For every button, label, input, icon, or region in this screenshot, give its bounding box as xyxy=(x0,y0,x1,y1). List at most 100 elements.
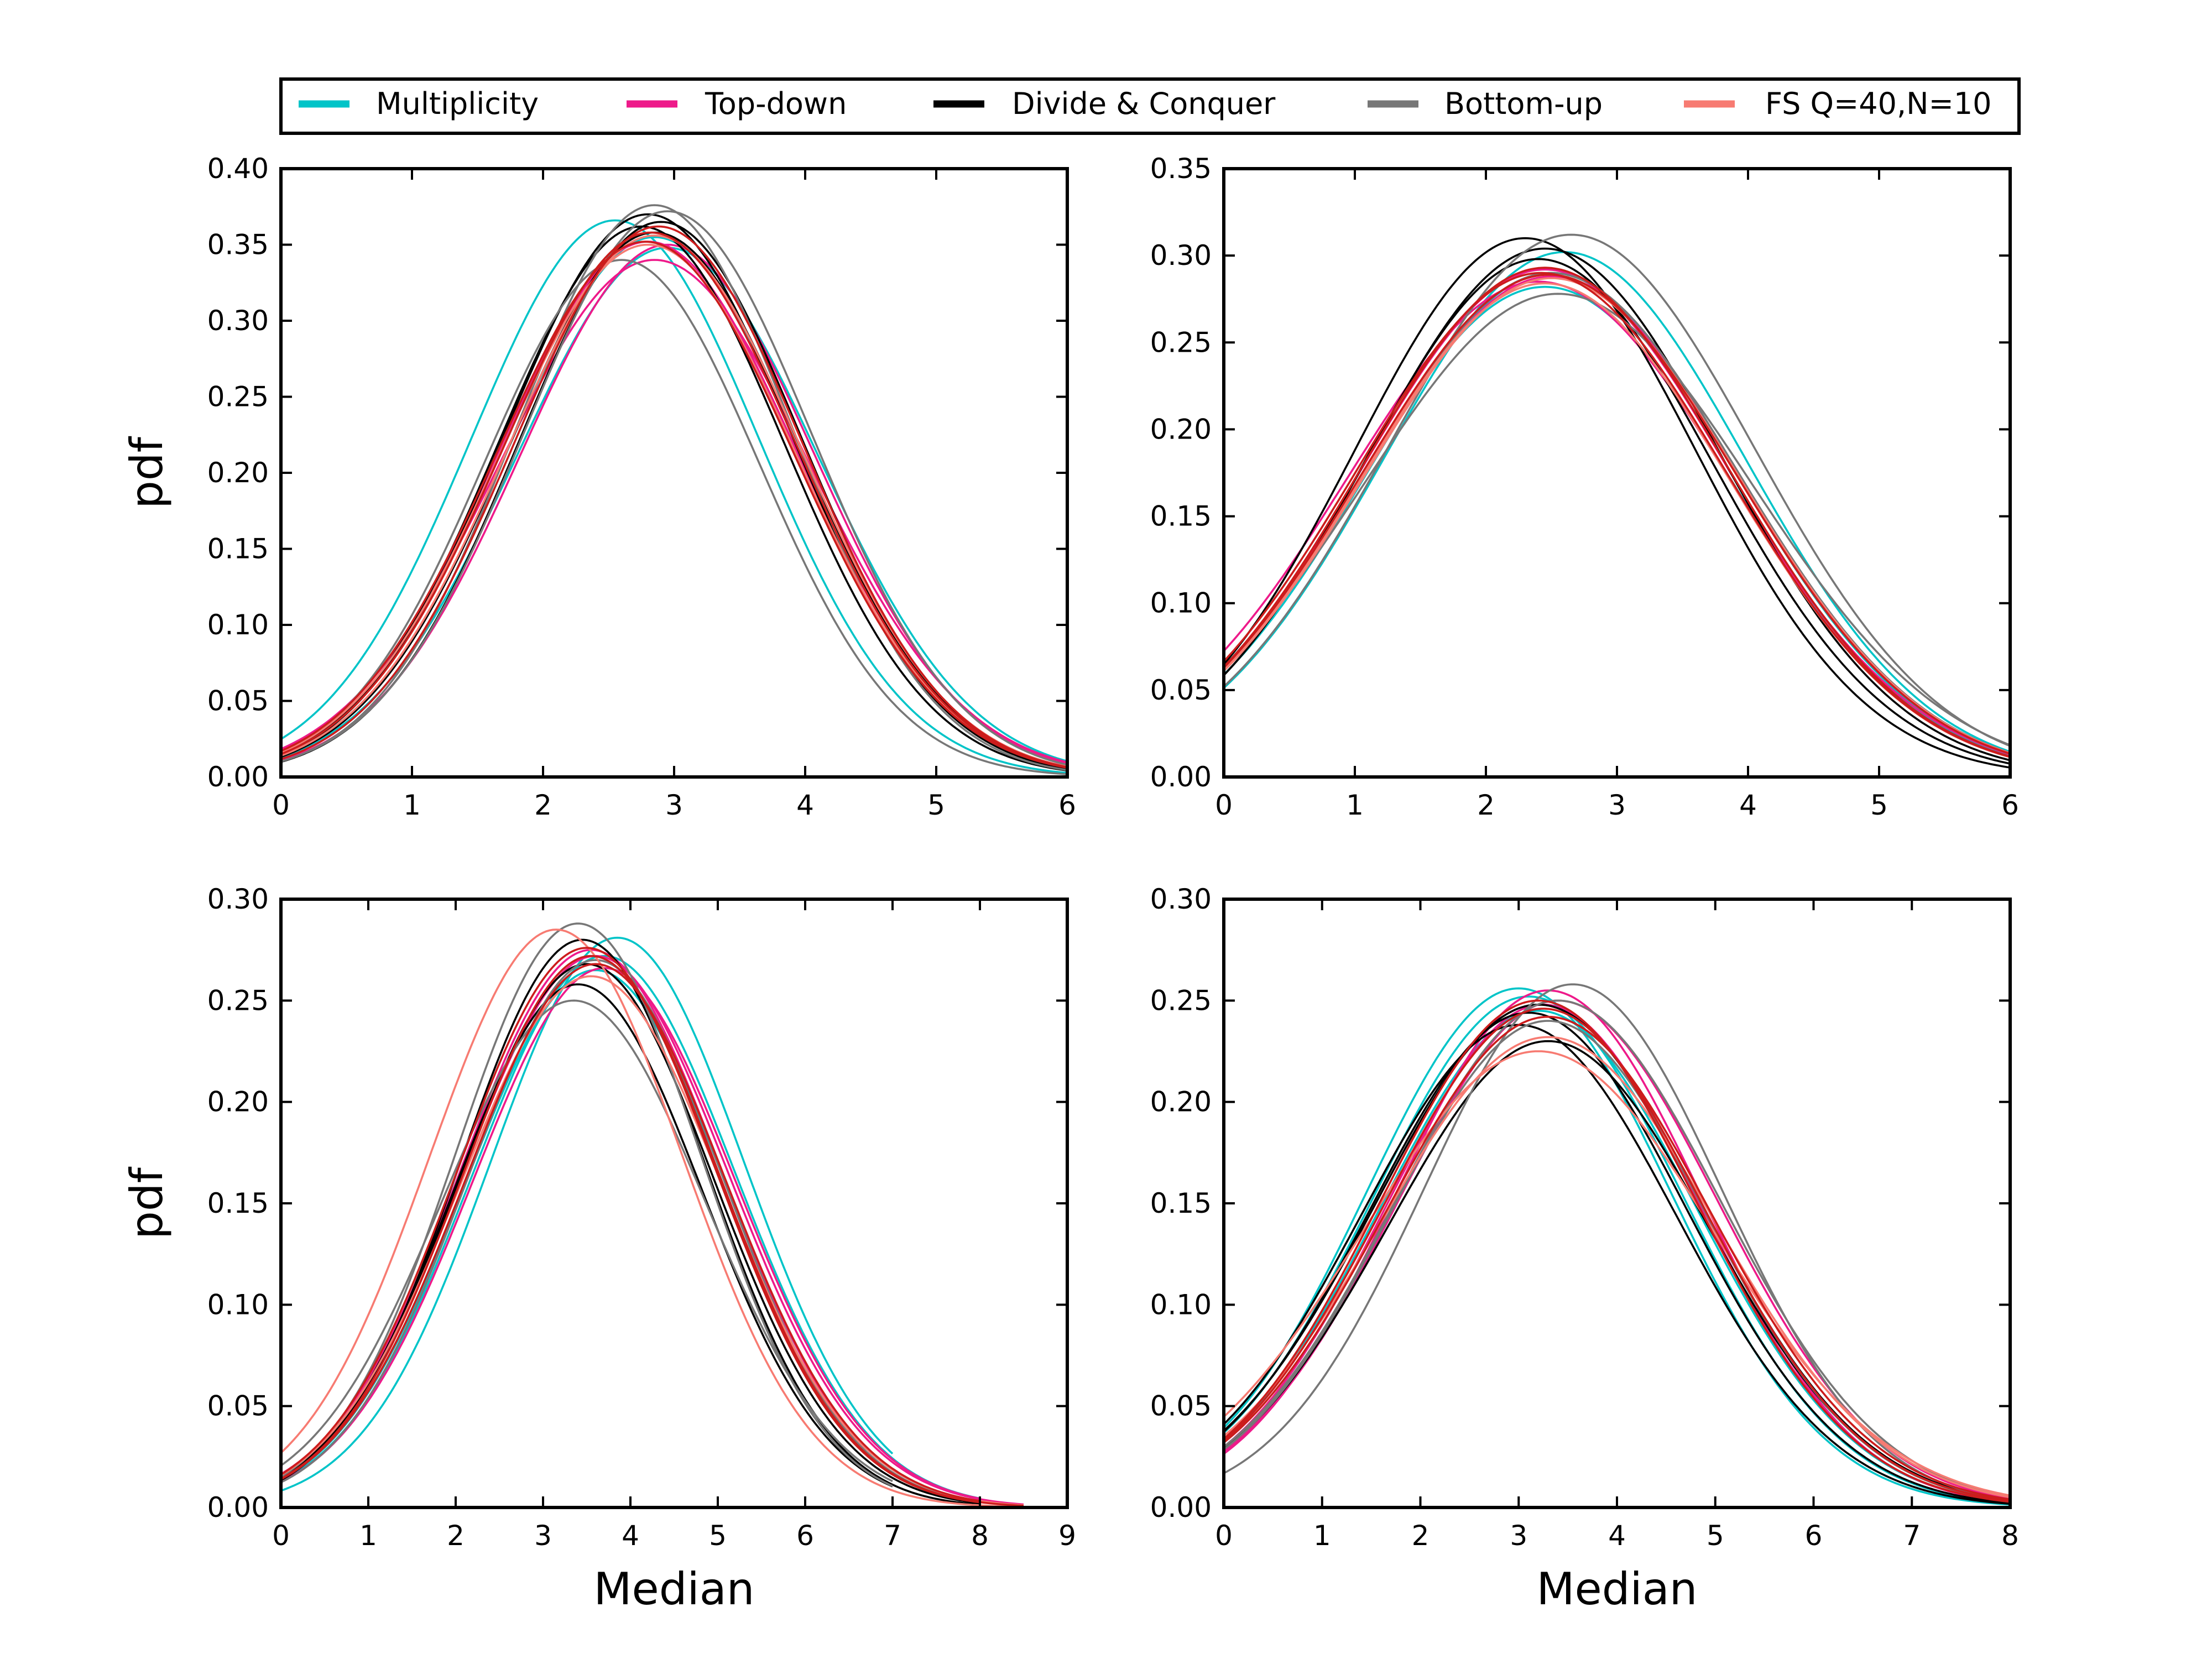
series-line xyxy=(281,231,1067,769)
x-tick-label: 1 xyxy=(359,1520,377,1552)
series-line xyxy=(281,259,1067,775)
x-axis-label: Median xyxy=(594,1563,755,1615)
x-tick-label: 7 xyxy=(1903,1520,1921,1552)
legend-label: Multiplicity xyxy=(376,86,539,121)
series-line xyxy=(281,241,1067,769)
y-tick-label: 0.00 xyxy=(1150,1491,1212,1524)
series-line xyxy=(1224,293,2010,746)
chart-panel: 0 1 2 3 4 5 6 0.00 0.05 0.10 0.15 0.20 0.25 0.30 0.35 xyxy=(1150,153,2019,821)
series-lines xyxy=(281,204,1067,775)
x-tick-label: 0 xyxy=(272,1520,290,1552)
x-tick-label: 3 xyxy=(1608,789,1626,821)
x-tick-label: 4 xyxy=(796,789,814,821)
y-tick-label: 0.30 xyxy=(1150,883,1212,915)
y-tick-label: 0.35 xyxy=(1150,153,1212,185)
series-line xyxy=(1224,1050,2010,1497)
y-axis-label: pdf xyxy=(121,1166,173,1239)
y-tick-label: 0.15 xyxy=(207,533,269,565)
series-line xyxy=(281,247,1067,763)
series-line xyxy=(1224,989,2010,1504)
x-tick-label: 5 xyxy=(927,789,945,821)
x-tick-label: 5 xyxy=(1707,1520,1724,1552)
series-line xyxy=(281,975,1024,1506)
y-tick-label: 0.15 xyxy=(207,1187,269,1219)
legend-label: Divide & Conquer xyxy=(1012,86,1276,121)
series-line xyxy=(281,999,893,1483)
x-tick-label: 6 xyxy=(1805,1520,1823,1552)
series-line xyxy=(281,234,1067,768)
series-line xyxy=(281,231,1067,769)
y-tick-label: 0.30 xyxy=(207,305,269,337)
series-line xyxy=(1224,999,2010,1498)
x-tick-label: 2 xyxy=(534,789,552,821)
y-tick-label: 0.40 xyxy=(207,153,269,185)
x-tick-label: 1 xyxy=(403,789,421,821)
y-tick-label: 0.15 xyxy=(1150,1187,1212,1219)
x-tick-label: 4 xyxy=(1608,1520,1626,1552)
series-line xyxy=(1224,267,2010,758)
series-line xyxy=(1224,1011,2010,1504)
chart-panel: 0 1 2 3 4 5 6 0.00 0.05 0.10 0.15 0.20 0.25 0.30 0.35 0… xyxy=(121,153,1076,821)
y-tick-label: 0.30 xyxy=(207,883,269,915)
y-tick-label: 0.30 xyxy=(1150,239,1212,272)
series-line xyxy=(1224,999,2010,1503)
y-tick-label: 0.05 xyxy=(1150,1390,1212,1422)
series-line xyxy=(1224,983,2010,1501)
y-tick-label: 0.05 xyxy=(1150,674,1212,706)
legend-entry: FS Q=40,N=10 xyxy=(1684,86,1992,121)
series-line xyxy=(281,225,1067,768)
chart-panel: 0 1 2 3 4 5 6 7 8 0.00 0.05 0.10 0.15 0.20 0.25 0.30 Med… xyxy=(1150,883,2019,1615)
x-tick-label: 0 xyxy=(272,789,290,821)
x-tick-label: 5 xyxy=(1870,789,1888,821)
series-line xyxy=(1224,251,2010,753)
y-axis-label: pdf xyxy=(121,436,173,509)
series-line xyxy=(1224,233,2010,747)
series-line xyxy=(281,236,1067,768)
series-line xyxy=(281,936,894,1492)
series-line xyxy=(1224,237,2010,769)
series-line xyxy=(1224,1024,2010,1505)
series-lines xyxy=(1224,983,2010,1506)
x-tick-label: 8 xyxy=(971,1520,989,1552)
x-tick-label: 2 xyxy=(447,1520,465,1552)
plot-frame xyxy=(1222,898,2012,1509)
series-line xyxy=(1224,273,2010,755)
series-line xyxy=(281,259,1067,764)
y-tick-label: 0.25 xyxy=(1150,326,1212,358)
series-line xyxy=(281,983,893,1488)
legend-entry: Multiplicity xyxy=(299,86,539,121)
series-line xyxy=(281,243,1067,769)
x-axis-label: Median xyxy=(1537,1563,1698,1615)
series-line xyxy=(281,969,980,1503)
legend-entry: Top-down xyxy=(627,86,847,121)
y-tick-label: 0.25 xyxy=(1150,984,1212,1016)
y-tick-label: 0.00 xyxy=(207,761,269,793)
y-tick-label: 0.10 xyxy=(207,1288,269,1321)
x-tick-label: 9 xyxy=(1058,1520,1076,1552)
series-line xyxy=(281,959,980,1503)
y-tick-label: 0.25 xyxy=(207,984,269,1016)
y-tick-label: 0.20 xyxy=(207,1086,269,1118)
legend-label: Top-down xyxy=(705,86,847,121)
series-line xyxy=(1224,280,2010,755)
y-tick-label: 0.20 xyxy=(1150,413,1212,445)
legend-entry: Divide & Conquer xyxy=(933,86,1276,121)
x-tick-label: 7 xyxy=(884,1520,901,1552)
series-line xyxy=(281,938,980,1506)
series-line xyxy=(281,219,1067,774)
y-tick-label: 0.00 xyxy=(207,1491,269,1524)
x-tick-label: 3 xyxy=(665,789,683,821)
x-tick-label: 3 xyxy=(1510,1520,1527,1552)
series-line xyxy=(281,928,1067,1507)
legend-entry: Bottom-up xyxy=(1368,86,1603,121)
y-tick-label: 0.00 xyxy=(1150,761,1212,793)
legend-label: FS Q=40,N=10 xyxy=(1765,86,1992,121)
legend: Multiplicity Top-down Divide & Conquer B… xyxy=(279,77,2021,135)
series-line xyxy=(281,947,980,1504)
x-tick-label: 3 xyxy=(534,1520,552,1552)
series-line xyxy=(281,954,1024,1506)
y-tick-label: 0.10 xyxy=(1150,1288,1212,1321)
series-lines xyxy=(281,922,1067,1507)
series-line xyxy=(1224,1003,2010,1503)
